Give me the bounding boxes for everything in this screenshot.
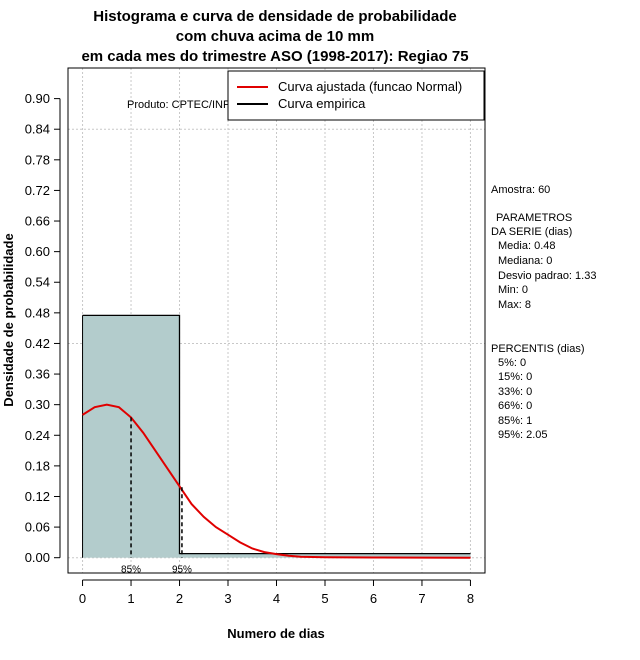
title-line-2: com chuva acima de 10 mm [176, 28, 374, 45]
y-tick-label-12: 0.72 [25, 183, 50, 198]
y-tick-label-11: 0.66 [25, 214, 50, 229]
y-tick-label-0: 0.00 [25, 550, 50, 565]
percentile-label-1: 95% [172, 565, 192, 576]
histogram-bar-2 [276, 553, 374, 558]
axes: 0.00 0.06 0.12 0.18 0.24 0.30 0.36 0.42 0.48 0.54… [25, 91, 474, 606]
side-p66: 66%: 0 [498, 400, 532, 412]
histogram-bar-1 [179, 553, 277, 558]
plot-frame [67, 67, 486, 574]
x-tick-label-1: 1 [127, 591, 134, 606]
side-p33: 33%: 0 [498, 386, 532, 398]
y-tick-label-15: 0.90 [25, 91, 50, 106]
title-line-1: Histograma e curva de densidade de proba… [93, 8, 456, 25]
side-panel: Amostra: 60 PARAMETROS DA SERIE (dias) M… [491, 184, 596, 441]
side-desvio: Desvio padrao: 1.33 [498, 270, 596, 282]
chart-title: Histograma e curva de densidade de proba… [81, 8, 468, 65]
y-tick-label-5: 0.30 [25, 397, 50, 412]
histogram-bar-3 [373, 553, 471, 558]
percentile-markers: 85% 95% [121, 417, 192, 576]
side-amostra: Amostra: 60 [491, 184, 550, 196]
side-p5: 5%: 0 [498, 357, 526, 369]
y-tick-label-13: 0.78 [25, 152, 50, 167]
x-tick-label-2: 2 [176, 591, 183, 606]
x-tick-label-3: 3 [224, 591, 231, 606]
empirical-curve-line [82, 314, 471, 555]
y-tick-label-9: 0.54 [25, 275, 50, 290]
side-p95: 95%: 2.05 [498, 429, 548, 441]
y-tick-label-14: 0.84 [25, 122, 50, 137]
x-tick-label-6: 6 [370, 591, 377, 606]
percentile-label-0: 85% [121, 565, 141, 576]
side-pct-title: PERCENTIS (dias) [491, 343, 585, 355]
x-tick-label-0: 0 [79, 591, 86, 606]
y-tick-label-3: 0.18 [25, 458, 50, 473]
side-max: Max: 8 [498, 299, 531, 311]
legend-fitted-label: Curva ajustada (funcao Normal) [278, 79, 462, 94]
empirical-curve [82, 314, 471, 558]
legend: Curva ajustada (funcao Normal) Curva emp… [227, 70, 485, 121]
y-axis-title: Densidade de probabilidade [1, 233, 16, 406]
side-param-title-1: PARAMETROS [496, 212, 572, 224]
side-mediana: Mediana: 0 [498, 255, 552, 267]
fitted-curve [81, 403, 471, 559]
y-tick-label-8: 0.48 [25, 305, 50, 320]
y-tick-label-10: 0.60 [25, 244, 50, 259]
product-label: Produto: CPTEC/INPE [127, 99, 238, 111]
legend-empirical-label: Curva empirica [278, 96, 366, 111]
y-tick-label-7: 0.42 [25, 336, 50, 351]
side-p85: 85%: 1 [498, 415, 532, 427]
title-line-3: em cada mes do trimestre ASO (1998-2017)… [81, 48, 468, 65]
side-min: Min: 0 [498, 284, 528, 296]
fitted-curve-line [81, 403, 471, 559]
legend-box [227, 70, 485, 121]
side-p15: 15%: 0 [498, 371, 532, 383]
y-tick-label-6: 0.36 [25, 367, 50, 382]
x-axis-title: Numero de dias [227, 626, 325, 641]
x-tick-label-8: 8 [467, 591, 474, 606]
x-tick-label-4: 4 [273, 591, 280, 606]
y-tick-label-4: 0.24 [25, 428, 50, 443]
y-tick-label-1: 0.06 [25, 520, 50, 535]
side-param-title-2: DA SERIE (dias) [491, 226, 572, 238]
side-media: Media: 0.48 [498, 240, 555, 252]
histogram-bar-0 [82, 315, 180, 558]
y-tick-label-2: 0.12 [25, 489, 50, 504]
x-tick-label-7: 7 [418, 591, 425, 606]
x-tick-label-5: 5 [321, 591, 328, 606]
